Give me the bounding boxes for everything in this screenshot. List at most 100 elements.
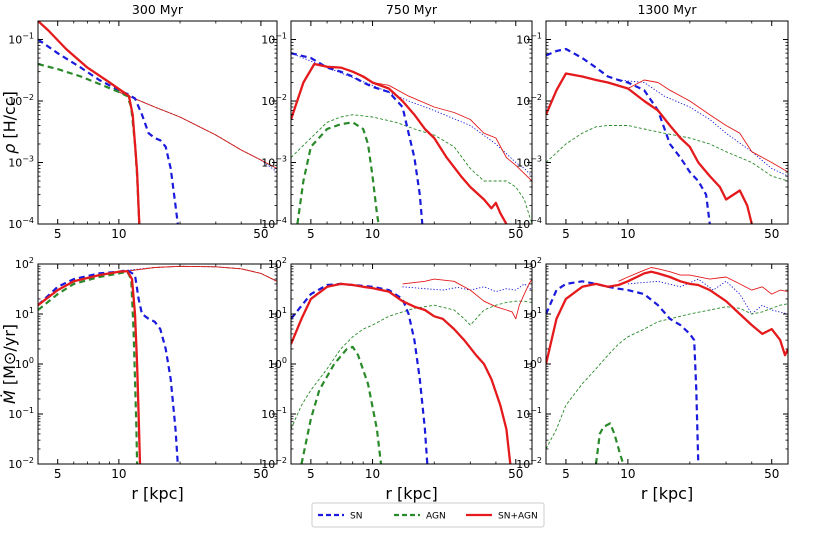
panel-title: 300 Myr <box>132 2 184 17</box>
series-sn-thick <box>546 280 700 464</box>
x-tick-label: 50 <box>253 467 268 481</box>
series-agn-thin <box>546 125 788 182</box>
series-sn-thin <box>627 278 788 315</box>
series-sn-plus-agn-thick <box>546 270 788 365</box>
y-tick-label: 10−2 <box>8 456 34 471</box>
series-sn-thin <box>118 91 277 173</box>
x-axis-label: r [kpc] <box>385 484 437 503</box>
y-axis-label-mass_flux: Ṁ [M⊙/yr] <box>0 324 19 404</box>
panel-title: 750 Myr <box>386 2 438 17</box>
y-tick-label: 10−4 <box>8 216 34 231</box>
series-sn-plus-agn-thick <box>38 21 141 224</box>
x-tick-label: 50 <box>764 467 779 481</box>
y-tick-label: 10−4 <box>516 216 542 231</box>
y-tick-label: 10−1 <box>516 406 542 421</box>
y-tick-label: 102 <box>268 256 287 271</box>
y-axis-label-density: ρ [H/cc] <box>0 91 19 154</box>
y-tick-label: 10−1 <box>8 32 34 47</box>
x-tick-label: 10 <box>111 467 126 481</box>
panel-density-750-myr: 5 10 50 10−1 10−2 10−3 10−4 750 Myr <box>261 2 533 241</box>
legend-box <box>311 502 545 528</box>
series-agn-thin <box>291 114 532 224</box>
series-sn-thin <box>402 283 532 293</box>
series-agn-thick <box>594 422 625 464</box>
y-tick-label: 102 <box>15 256 34 271</box>
series-sn-plus-agn-thin <box>127 265 277 282</box>
series-agn-thick <box>300 345 383 464</box>
series-sn-thin <box>291 52 532 177</box>
y-tick-label: 10−2 <box>8 93 34 108</box>
panel-title: 1300 Myr <box>637 2 697 17</box>
x-tick-label: 10 <box>620 227 635 241</box>
x-tick-label: 5 <box>562 467 570 481</box>
y-tick-label: 10−1 <box>261 32 287 47</box>
y-tick-label: 10−2 <box>261 456 287 471</box>
y-tick-label: 101 <box>268 306 287 321</box>
series-sn-plus-agn-thin <box>118 91 277 169</box>
panel-mass_flux-300-myr: 5 10 50 102 101 100 10−1 10−2 r [kpc] <box>8 256 278 503</box>
y-tick-label: 10−2 <box>516 93 542 108</box>
series-sn-plus-agn-thin <box>402 278 532 320</box>
series-sn-plus-agn-thin <box>618 267 788 295</box>
x-tick-label: 50 <box>764 227 779 241</box>
y-tick-label: 10−3 <box>516 155 542 170</box>
axes-frame <box>545 20 789 225</box>
axes-frame <box>37 20 278 225</box>
x-axis-label: r [kpc] <box>131 484 183 503</box>
series-sn-plus-agn-thick <box>38 269 142 464</box>
legend-label: AGN <box>426 512 446 522</box>
x-tick-label: 5 <box>54 227 62 241</box>
y-tick-label: 10−4 <box>261 216 287 231</box>
series-sn-plus-agn-thick <box>291 282 512 464</box>
x-tick-label: 5 <box>307 227 315 241</box>
series-sn-thick <box>291 282 429 464</box>
x-tick-label: 5 <box>562 227 570 241</box>
x-tick-label: 50 <box>508 467 523 481</box>
x-tick-label: 5 <box>307 467 315 481</box>
axes-frame <box>290 263 533 465</box>
y-tick-label: 100 <box>15 356 34 371</box>
series-sn-thick <box>38 38 179 224</box>
series-sn-plus-agn-thick <box>291 62 508 224</box>
series-agn-thin <box>291 300 532 430</box>
x-tick-label: 50 <box>508 227 523 241</box>
x-tick-label: 10 <box>365 227 380 241</box>
series-sn-plus-agn-thick <box>546 72 753 224</box>
y-tick-label: 101 <box>523 306 542 321</box>
y-tick-label: 100 <box>268 356 287 371</box>
series-sn-thick <box>38 269 179 464</box>
x-axis-label: r [kpc] <box>641 484 693 503</box>
axes-frame <box>290 20 533 225</box>
y-tick-label: 10−1 <box>516 32 542 47</box>
panel-density-300-myr: 5 10 50 10−1 10−2 10−3 10−4 300 Myr <box>8 2 278 241</box>
legend: SN AGN SN+AGN <box>311 502 545 528</box>
y-tick-label: 10−3 <box>8 155 34 170</box>
series-agn-thin <box>118 91 277 169</box>
y-tick-label: 10−2 <box>261 93 287 108</box>
x-tick-label: 10 <box>111 227 126 241</box>
series-sn-plus-agn-thin <box>618 79 788 173</box>
legend-label: SN <box>350 512 362 522</box>
panel-density-1300-myr: 5 10 50 10−1 10−2 10−3 10−4 1300 Myr <box>516 2 789 241</box>
series-sn-thin <box>618 79 788 177</box>
y-tick-label: 10−3 <box>261 155 287 170</box>
panel-mass_flux-1300-myr: 5 10 50 102 101 100 10−1 10−2 r [kpc] <box>516 256 789 503</box>
series-sn-thick <box>546 47 711 224</box>
y-tick-label: 101 <box>15 306 34 321</box>
series-agn-thick <box>38 270 139 464</box>
y-tick-label: 10−2 <box>516 456 542 471</box>
legend-label: SN+AGN <box>498 512 538 522</box>
x-tick-label: 10 <box>620 467 635 481</box>
series-agn-thick <box>38 62 141 224</box>
axes-frame <box>37 263 278 465</box>
series-agn-thick <box>296 121 380 224</box>
x-tick-label: 10 <box>365 467 380 481</box>
series-sn-plus-agn-thin <box>303 63 532 182</box>
y-tick-label: 10−1 <box>261 406 287 421</box>
y-tick-label: 10−1 <box>8 406 34 421</box>
y-tick-label: 100 <box>523 356 542 371</box>
y-tick-label: 102 <box>523 256 542 271</box>
x-tick-label: 5 <box>54 467 62 481</box>
axes-frame <box>545 263 789 465</box>
